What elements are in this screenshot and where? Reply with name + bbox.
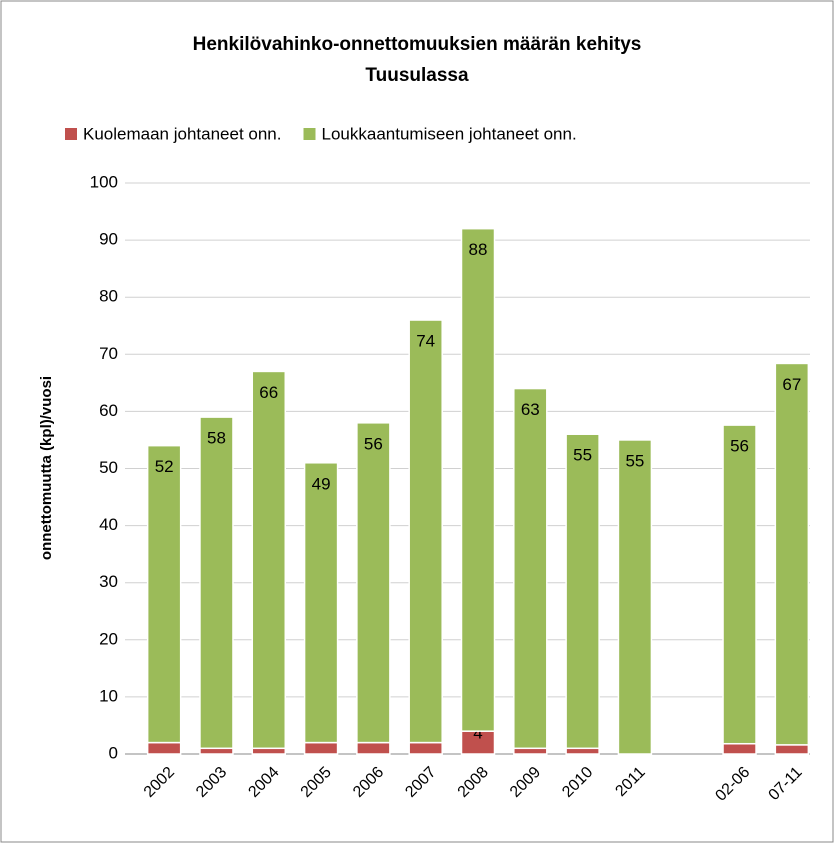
bar-segment (460, 227, 496, 732)
bar-segment (251, 747, 287, 755)
y-tick-label: 40 (99, 515, 118, 534)
y-axis-label: onnettomuutta (kpl)/vuosi (38, 376, 55, 560)
y-tick-label: 0 (109, 743, 118, 762)
bar-segment (146, 741, 182, 755)
legend-swatch (303, 128, 316, 140)
bar-segment (356, 422, 391, 744)
bar-segment (565, 747, 600, 755)
data-label: 49 (312, 474, 331, 493)
data-label: 56 (364, 434, 383, 453)
bar-segment (774, 362, 810, 746)
bar-segment (356, 741, 391, 755)
bar-segment (251, 370, 287, 750)
y-tick-label: 90 (99, 230, 118, 249)
data-label: 4 (473, 723, 482, 742)
data-label: 67 (782, 375, 801, 394)
data-label: 66 (259, 383, 278, 402)
bar-segment (199, 747, 234, 755)
chart-title: Tuusulassa (365, 65, 469, 86)
y-tick-label: 30 (99, 572, 118, 591)
y-tick-label: 60 (99, 401, 118, 420)
bar-segment (722, 742, 757, 755)
bar-segment (513, 747, 548, 755)
data-label: 58 (207, 429, 226, 448)
bar-segment (146, 444, 182, 744)
bar-segment (199, 416, 234, 750)
data-label: 63 (521, 400, 540, 419)
y-tick-label: 70 (99, 344, 118, 363)
y-tick-label: 20 (99, 629, 118, 648)
bar-segment (617, 439, 653, 755)
bar-segment (408, 319, 443, 744)
bar-segment (408, 741, 443, 755)
legend-swatch (65, 128, 77, 140)
y-tick-label: 100 (90, 172, 118, 191)
data-label: 55 (573, 446, 592, 465)
bar-segment (303, 741, 339, 755)
bar-segment (722, 424, 757, 745)
chart-title: Henkilövahinko-onnettomuuksien määrän ke… (193, 34, 642, 55)
bar-segment (774, 744, 810, 755)
data-label: 55 (625, 451, 644, 470)
y-tick-label: 50 (99, 458, 118, 477)
y-tick-label: 10 (99, 686, 118, 705)
legend-label: Kuolemaan johtaneet onn. (83, 124, 282, 143)
legend-label: Loukkaantumiseen johtaneet onn. (322, 124, 577, 143)
data-label: 52 (155, 457, 174, 476)
bar-segment (565, 433, 600, 750)
data-label: 56 (730, 437, 749, 456)
y-tick-label: 80 (99, 287, 118, 306)
bar-segment (513, 387, 548, 750)
data-label: 74 (416, 332, 435, 351)
data-label: 88 (469, 240, 488, 259)
bar-segment (303, 462, 339, 744)
